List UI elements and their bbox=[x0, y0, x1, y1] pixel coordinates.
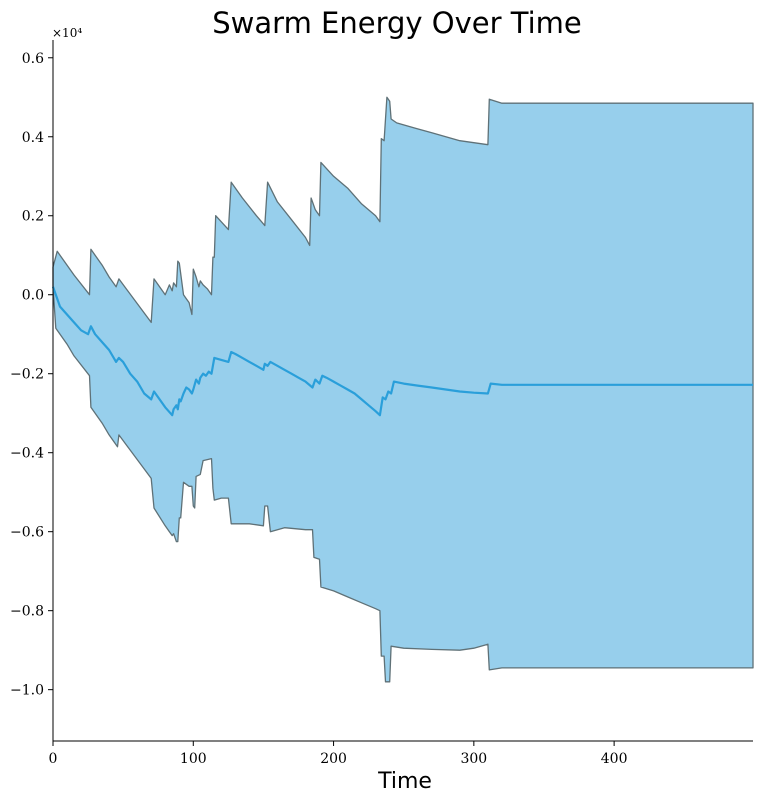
y-tick-label: −0.8 bbox=[10, 604, 44, 620]
y-tick-label: −0.6 bbox=[10, 525, 44, 541]
x-tick-label: 400 bbox=[601, 751, 628, 767]
y-tick-label: −0.2 bbox=[10, 367, 44, 383]
y-tick-label: −0.4 bbox=[10, 446, 44, 462]
x-ticks: 0 100 200 300 400 bbox=[49, 741, 628, 767]
chart-title: Swarm Energy Over Time bbox=[212, 6, 581, 40]
x-tick-label: 100 bbox=[180, 751, 207, 767]
x-tick-label: 0 bbox=[49, 751, 58, 767]
y-tick-label: 0.2 bbox=[22, 209, 44, 225]
mean-line bbox=[51, 286, 753, 417]
x-tick-label: 300 bbox=[460, 751, 487, 767]
y-ticks: 0.6 0.4 0.2 0.0 −0.2 −0.4 −0.6 −0.8 −1.0 bbox=[10, 51, 53, 699]
x-tick-label: 200 bbox=[320, 751, 347, 767]
confidence-band bbox=[52, 96, 754, 683]
y-tick-label: 0.6 bbox=[22, 51, 44, 67]
y-tick-label: 0.4 bbox=[22, 130, 44, 146]
y-tick-label: 0.0 bbox=[22, 288, 44, 304]
y-tick-label: −1.0 bbox=[10, 683, 44, 699]
y-scale-label: ×10⁴ bbox=[52, 26, 82, 40]
x-axis-label: Time bbox=[377, 769, 432, 794]
